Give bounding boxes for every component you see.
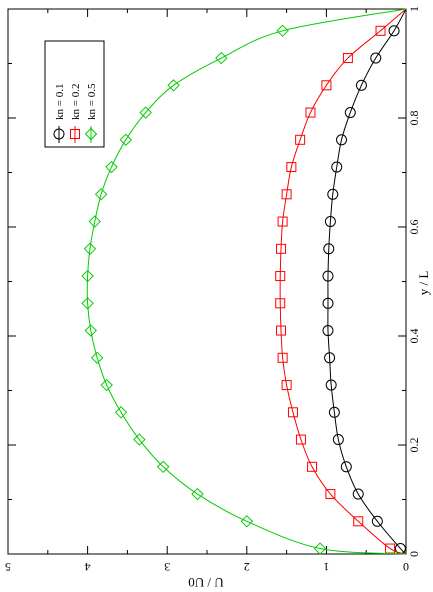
data-point xyxy=(324,352,336,364)
series-2 xyxy=(275,8,407,555)
data-point xyxy=(88,215,101,228)
legend-entry: kn = 0.2 xyxy=(70,84,82,143)
tick-labels: 0 0.2 0.4 0.6 0.8 1 0 1 2 3 4 5 xyxy=(5,6,421,574)
data-point xyxy=(307,461,318,472)
data-point xyxy=(83,242,97,256)
y-tick-label: 2 xyxy=(244,560,250,574)
legend-marker xyxy=(53,128,65,140)
data-point xyxy=(119,133,133,147)
legend-marker xyxy=(70,129,80,139)
y-tick-label: 5 xyxy=(5,560,11,574)
data-point xyxy=(336,134,348,146)
data-point xyxy=(275,271,286,282)
data-point xyxy=(281,380,292,391)
data-point xyxy=(325,489,336,500)
data-point xyxy=(324,216,336,228)
data-point xyxy=(114,406,128,419)
series-line xyxy=(279,8,407,555)
data-point xyxy=(240,515,254,528)
data-point xyxy=(84,324,97,337)
data-point xyxy=(275,298,286,309)
x-axis-label: y / L xyxy=(416,271,431,296)
data-point xyxy=(342,53,353,64)
data-point xyxy=(325,379,337,391)
legend-label: kn = 0.1 xyxy=(54,84,66,120)
data-point xyxy=(133,433,146,446)
data-point xyxy=(215,51,228,65)
data-point xyxy=(277,216,288,227)
data-point xyxy=(313,542,327,555)
tick-marks xyxy=(7,8,407,555)
data-point xyxy=(295,434,306,445)
y-tick-label: 0 xyxy=(403,560,409,574)
series-1 xyxy=(322,8,407,555)
data-point xyxy=(321,80,332,91)
data-point xyxy=(100,378,113,392)
x-tick-label: 0.8 xyxy=(407,111,421,126)
x-tick-label: 0.4 xyxy=(407,329,421,344)
data-point xyxy=(167,79,180,92)
data-point xyxy=(352,488,364,500)
data-point xyxy=(90,351,104,365)
data-point xyxy=(327,188,339,200)
data-point xyxy=(388,25,400,37)
series-layer xyxy=(81,8,407,555)
data-point xyxy=(332,434,344,446)
x-tick-label: 0 xyxy=(407,551,421,557)
data-point xyxy=(322,297,334,309)
data-point xyxy=(371,515,383,527)
y-tick-label: 4 xyxy=(85,560,91,574)
y-axis-label: U / U0 xyxy=(188,575,223,590)
data-point xyxy=(340,461,352,473)
y-tick-label: 1 xyxy=(323,560,329,574)
data-point xyxy=(94,188,108,201)
data-point xyxy=(81,297,94,310)
data-point xyxy=(353,516,364,527)
data-point xyxy=(277,352,288,363)
legend-marker xyxy=(84,127,98,141)
data-point xyxy=(105,160,118,174)
data-point xyxy=(276,325,287,336)
data-point xyxy=(276,24,289,38)
series-3 xyxy=(81,8,407,555)
x-tick-label: 0.6 xyxy=(407,220,421,235)
x-tick-label: 0.2 xyxy=(407,438,421,453)
data-point xyxy=(139,106,152,119)
data-point xyxy=(331,161,343,173)
legend-label: kn = 0.2 xyxy=(70,84,82,120)
data-point xyxy=(305,107,316,118)
data-point xyxy=(323,243,335,255)
data-point xyxy=(375,25,386,36)
series-line xyxy=(327,8,407,555)
legend-entry: kn = 0.1 xyxy=(53,84,66,143)
data-point xyxy=(322,325,334,337)
legend-label: kn = 0.5 xyxy=(86,83,98,120)
data-point xyxy=(322,270,334,282)
data-point xyxy=(81,269,94,283)
data-point xyxy=(328,406,340,418)
data-point xyxy=(370,52,382,64)
data-point xyxy=(276,243,287,254)
data-point xyxy=(355,79,367,91)
y-tick-label: 3 xyxy=(164,560,170,574)
legend-entry: kn = 0.5 xyxy=(84,83,98,143)
legend: kn = 0.1 kn = 0.2 kn = 0.5 xyxy=(44,40,105,148)
series-line xyxy=(86,8,407,555)
data-point xyxy=(191,487,204,501)
x-tick-label: 1 xyxy=(407,6,421,12)
data-point xyxy=(286,162,297,173)
data-point xyxy=(157,460,170,474)
data-point xyxy=(281,189,292,200)
data-point xyxy=(295,134,306,145)
data-point xyxy=(344,107,356,119)
data-point xyxy=(287,407,298,418)
